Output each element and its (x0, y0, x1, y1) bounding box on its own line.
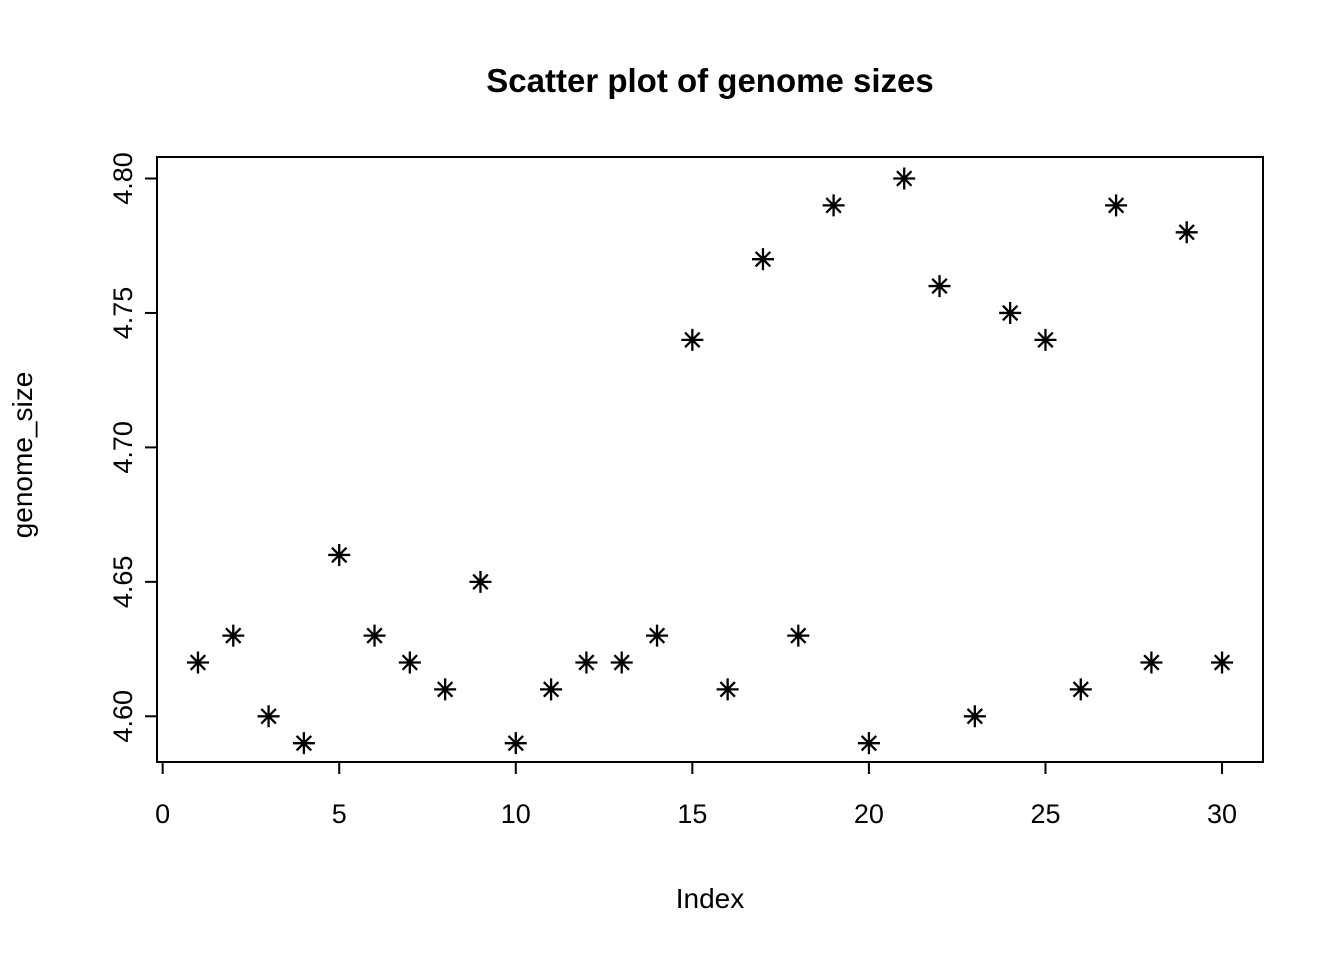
data-point-asterisk (1140, 651, 1163, 674)
data-point-asterisk (1105, 194, 1128, 217)
y-tick-label: 4.65 (108, 556, 138, 609)
x-tick-label: 5 (332, 799, 347, 829)
data-point-asterisk (398, 651, 421, 674)
data-point-asterisk (504, 732, 527, 755)
data-point-asterisk (928, 275, 951, 298)
y-tick-label: 4.70 (108, 421, 138, 474)
data-point-asterisk (822, 194, 845, 217)
x-axis-title: Index (676, 883, 745, 914)
x-tick-label: 30 (1207, 799, 1237, 829)
data-point-asterisk (257, 705, 280, 728)
data-points (186, 167, 1234, 755)
y-tick-label: 4.60 (108, 690, 138, 743)
y-axis-title: genome_size (7, 372, 38, 539)
data-point-asterisk (751, 248, 774, 271)
x-tick-label: 25 (1030, 799, 1060, 829)
data-point-asterisk (469, 570, 492, 593)
data-point-asterisk (716, 678, 739, 701)
x-tick-label: 0 (155, 799, 170, 829)
x-tick-label: 20 (854, 799, 884, 829)
y-tick-label: 4.75 (108, 287, 138, 340)
x-tick-label: 10 (501, 799, 531, 829)
x-axis: 0 5 10 15 20 25 30 (155, 762, 1237, 829)
data-point-asterisk (540, 678, 563, 701)
x-tick-label: 15 (677, 799, 707, 829)
data-point-asterisk (1211, 651, 1234, 674)
data-point-asterisk (1069, 678, 1092, 701)
data-point-asterisk (1034, 328, 1057, 351)
data-point-asterisk (787, 624, 810, 647)
data-point-asterisk (857, 732, 880, 755)
data-point-asterisk (999, 301, 1022, 324)
y-tick-label: 4.80 (108, 152, 138, 205)
data-point-asterisk (610, 651, 633, 674)
data-point-asterisk (575, 651, 598, 674)
y-axis: 4.60 4.65 4.70 4.75 4.80 (108, 152, 157, 743)
chart-title: Scatter plot of genome sizes (486, 62, 933, 99)
data-point-asterisk (222, 624, 245, 647)
data-point-asterisk (963, 705, 986, 728)
data-point-asterisk (292, 732, 315, 755)
plot-box (156, 156, 1264, 763)
data-point-asterisk (186, 651, 209, 674)
data-point-asterisk (363, 624, 386, 647)
data-point-asterisk (434, 678, 457, 701)
data-point-asterisk (328, 543, 351, 566)
data-point-asterisk (893, 167, 916, 190)
data-point-asterisk (646, 624, 669, 647)
data-point-asterisk (681, 328, 704, 351)
data-point-asterisk (1175, 221, 1198, 244)
